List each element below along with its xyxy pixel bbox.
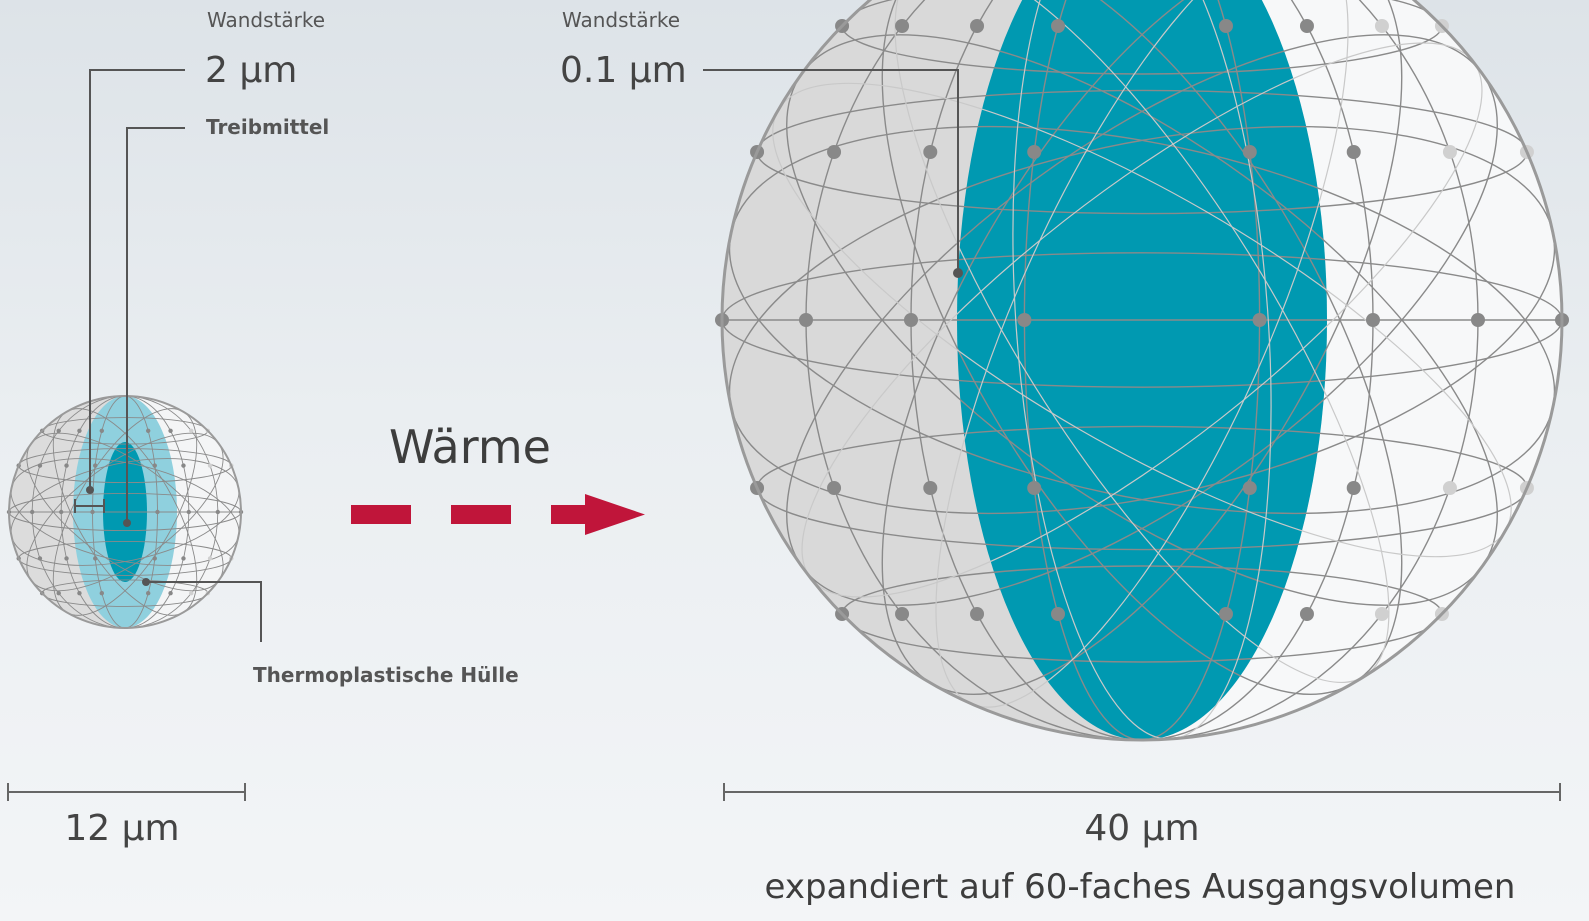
small-wall-label: Wandstärke — [207, 8, 325, 32]
grid-node — [827, 481, 842, 495]
grid-node — [970, 19, 985, 33]
grid-node — [181, 556, 186, 561]
grid-node — [1471, 313, 1485, 327]
grid-node — [1346, 481, 1361, 495]
grid-node — [1027, 145, 1042, 159]
arrow-dash-2 — [451, 505, 511, 524]
small-sphere-outline — [8, 395, 242, 629]
grid-node — [207, 556, 213, 561]
large-wall-value: 0.1 µm — [560, 50, 687, 91]
large-diameter-dimension — [723, 783, 1561, 801]
grid-node — [1374, 19, 1389, 33]
grid-node — [207, 463, 213, 468]
grid-node — [64, 556, 69, 561]
small-callout-lines — [74, 69, 262, 642]
expansion-caption: expandiert auf 60-faches Ausgangsvolumen — [765, 867, 1516, 907]
grid-node — [152, 556, 157, 561]
grid-node — [1299, 19, 1314, 33]
grid-node — [168, 591, 173, 596]
grid-node — [30, 509, 35, 515]
grid-node — [1017, 313, 1032, 327]
grid-node — [1242, 145, 1257, 159]
small-wall-value: 2 µm — [205, 50, 297, 91]
grid-node — [168, 428, 173, 433]
grid-node — [181, 463, 186, 468]
grid-node — [215, 509, 220, 515]
grid-node — [186, 509, 191, 515]
grid-node — [1027, 481, 1042, 495]
large-diameter-label: 40 µm — [1084, 808, 1199, 849]
grid-node — [895, 19, 910, 33]
grid-node — [923, 481, 938, 495]
grid-node — [90, 509, 95, 515]
grid-node — [1051, 607, 1066, 621]
propellant-leader — [126, 127, 185, 523]
shell-label: Thermoplastische Hülle — [253, 663, 519, 687]
propellant-label: Treibmittel — [206, 115, 329, 139]
grid-node — [56, 428, 61, 433]
shell-leader-dot — [142, 578, 150, 586]
grid-node — [155, 509, 160, 515]
grid-node — [1442, 481, 1457, 495]
grid-node — [827, 145, 842, 159]
grid-node — [189, 591, 194, 596]
small-diameter-dimension — [7, 783, 246, 801]
grid-node — [64, 463, 69, 468]
small-particle — [6, 395, 244, 629]
large-wall-label: Wandstärke — [562, 8, 680, 32]
grid-node — [99, 591, 105, 596]
grid-node — [970, 607, 985, 621]
grid-node — [799, 313, 813, 327]
grid-node — [895, 607, 910, 621]
grid-node — [1366, 313, 1380, 327]
grid-parallel — [9, 492, 241, 532]
grid-node — [93, 463, 98, 468]
grid-node — [37, 556, 43, 561]
grid-node — [1346, 145, 1361, 159]
large-particle — [715, 0, 1569, 742]
large-sphere-outline — [720, 0, 1564, 742]
wall-leader-dot — [86, 486, 94, 494]
wall-thickness-leader — [89, 69, 185, 490]
propellant-leader-dot — [123, 519, 131, 527]
grid-node — [189, 428, 194, 433]
arrow-head — [551, 494, 645, 535]
large-wall-leader — [703, 69, 959, 273]
grid-node — [1242, 481, 1257, 495]
grid-node — [904, 313, 918, 327]
grid-node — [1374, 607, 1389, 621]
heat-label: Wärme — [389, 420, 551, 474]
arrow-dash-1 — [351, 505, 411, 524]
large-wall-leader-dot — [953, 268, 963, 278]
grid-node — [1218, 607, 1233, 621]
grid-node — [77, 428, 82, 433]
shell-leader — [146, 581, 262, 642]
grid-node — [59, 509, 64, 515]
grid-node — [99, 428, 105, 433]
grid-node — [923, 145, 938, 159]
grid-node — [93, 556, 98, 561]
grid-node — [56, 591, 61, 596]
grid-node — [77, 591, 82, 596]
grid-node — [1051, 19, 1066, 33]
grid-node — [1252, 313, 1267, 327]
grid-node — [152, 463, 157, 468]
grid-node — [145, 428, 151, 433]
grid-node — [145, 591, 151, 596]
grid-node — [1442, 145, 1457, 159]
grid-node — [1299, 607, 1314, 621]
grid-node — [1218, 19, 1233, 33]
heat-arrow — [351, 494, 645, 535]
grid-node — [37, 463, 43, 468]
small-diameter-label: 12 µm — [64, 808, 179, 849]
grid-parallel — [722, 252, 1562, 388]
